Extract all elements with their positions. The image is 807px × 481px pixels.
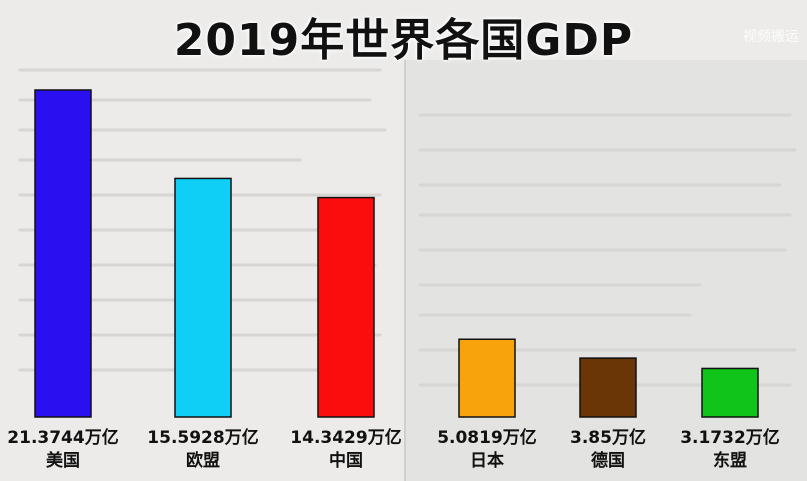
value-label-3: 5.0819万亿 [437,427,537,448]
bar-1 [174,177,232,418]
category-label-2: 中国 [329,450,363,471]
category-label-4: 德国 [591,450,625,471]
value-label-1: 15.5928万亿 [147,427,258,448]
category-label-5: 东盟 [713,450,747,471]
bar-0 [34,89,92,418]
category-label-0: 美国 [46,450,80,471]
value-label-4: 3.85万亿 [570,427,646,448]
bar-4 [579,357,637,418]
category-label-1: 欧盟 [186,450,220,471]
category-label-3: 日本 [470,450,504,471]
bar-2 [317,196,375,418]
bar-3 [458,338,516,418]
value-label-2: 14.3429万亿 [290,427,401,448]
value-label-5: 3.1732万亿 [680,427,780,448]
value-label-0: 21.3744万亿 [7,427,118,448]
chart-title: 2019年世界各国GDP [173,15,634,66]
watermark-text: 视频搬运 [743,29,799,45]
bar-5 [701,367,759,418]
